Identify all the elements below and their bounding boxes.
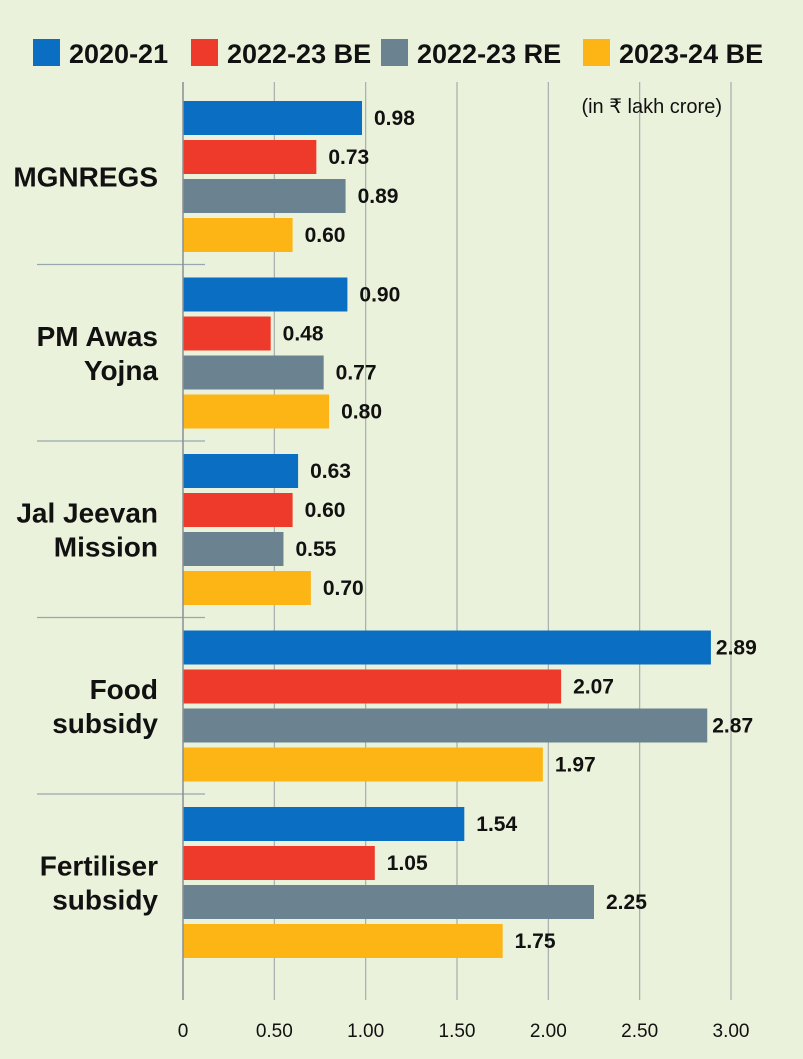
legend-swatch	[381, 39, 408, 66]
unit-note: (in ₹ lakh crore)	[581, 96, 722, 118]
data-label: 0.70	[323, 577, 364, 600]
data-label: 0.48	[283, 323, 324, 346]
data-label: 0.55	[295, 538, 336, 561]
data-label: 0.63	[310, 460, 351, 483]
legend-swatch	[583, 39, 610, 66]
x-tick-label: 1.00	[347, 1021, 384, 1042]
bar	[183, 630, 711, 665]
legend-swatch	[33, 39, 60, 66]
legend-label: 2023-24 BE	[619, 39, 763, 69]
bar	[183, 532, 284, 566]
bar	[183, 807, 465, 841]
data-label: 0.89	[358, 185, 399, 208]
data-label: 2.87	[712, 715, 753, 738]
bar	[183, 179, 346, 213]
data-label: 0.60	[305, 499, 346, 522]
category-label: Mission	[54, 532, 158, 563]
data-label: 0.60	[305, 224, 346, 247]
x-tick-label: 1.50	[439, 1021, 476, 1042]
bar	[183, 571, 311, 605]
data-label: 0.80	[341, 401, 382, 424]
legend-label: 2022-23 BE	[227, 39, 371, 69]
data-label: 2.89	[716, 637, 757, 660]
bar	[183, 924, 503, 958]
data-label: 0.77	[336, 362, 377, 385]
bar	[183, 101, 363, 135]
data-label: 1.54	[476, 813, 517, 836]
category-label: subsidy	[52, 708, 158, 739]
category-label: Fertiliser	[40, 851, 158, 882]
bar	[183, 394, 330, 429]
bar	[183, 493, 293, 527]
data-label: 1.97	[555, 754, 596, 777]
data-label: 2.07	[573, 676, 614, 699]
bar	[183, 316, 271, 351]
legend-label: 2022-23 RE	[417, 39, 561, 69]
x-tick-label: 0.50	[256, 1021, 293, 1042]
category-label: subsidy	[52, 885, 158, 916]
x-tick-label: 2.50	[621, 1021, 658, 1042]
data-label: 0.98	[374, 107, 415, 130]
bar	[183, 355, 324, 390]
x-tick-label: 2.00	[530, 1021, 567, 1042]
data-label: 0.73	[328, 146, 369, 169]
bar	[183, 708, 708, 743]
category-label: Food	[90, 674, 158, 705]
data-label: 2.25	[606, 891, 647, 914]
bar	[183, 140, 317, 174]
data-label: 1.05	[387, 852, 428, 875]
x-tick-label: 0	[178, 1021, 189, 1042]
data-label: 0.90	[359, 284, 400, 307]
legend-label: 2020-21	[69, 39, 168, 69]
bar	[183, 885, 594, 919]
bar	[183, 277, 348, 312]
category-label: PM Awas	[37, 321, 158, 352]
bar	[183, 454, 299, 488]
legend-swatch	[191, 39, 218, 66]
category-label: Yojna	[84, 355, 159, 386]
category-label: Jal Jeevan	[16, 498, 158, 529]
category-label: MGNREGS	[13, 162, 158, 193]
bar	[183, 846, 375, 880]
data-label: 1.75	[515, 930, 556, 953]
bar	[183, 218, 293, 252]
bar	[183, 669, 562, 704]
x-tick-label: 3.00	[713, 1021, 750, 1042]
bar	[183, 747, 543, 782]
